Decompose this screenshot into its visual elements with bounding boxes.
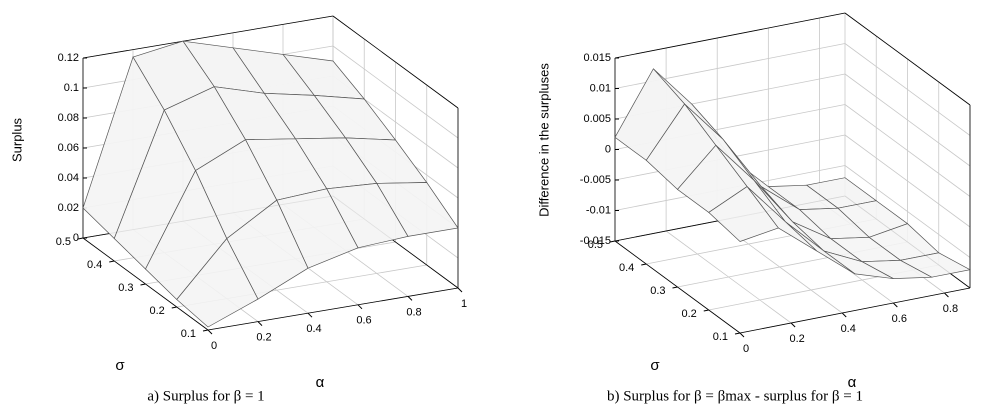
x-tick xyxy=(257,321,263,326)
grid-line xyxy=(844,165,971,258)
grid-line xyxy=(332,45,459,139)
x-axis-label: α xyxy=(848,374,857,391)
x-tick-label: 0.8 xyxy=(943,303,958,315)
z-tick-label: 0.01 xyxy=(590,82,611,94)
y-tick xyxy=(641,263,647,266)
y-tick xyxy=(703,309,709,312)
z-axis-label: Surplus xyxy=(9,117,24,162)
grid-line xyxy=(844,104,971,197)
surface-patch xyxy=(708,186,779,242)
x-tick xyxy=(357,304,363,310)
x-tick-label: 0.8 xyxy=(406,306,421,318)
x-tick-label: 1 xyxy=(461,298,467,310)
z-tick-label: 0.08 xyxy=(58,112,79,124)
grid-line xyxy=(844,134,971,228)
x-axis-label: α xyxy=(316,374,325,391)
y-tick-label: 0.4 xyxy=(619,262,634,274)
y-tick-label: 0.1 xyxy=(181,328,196,340)
axis-line xyxy=(739,287,971,334)
axis-line xyxy=(82,15,334,59)
y-tick-label: 0.3 xyxy=(118,282,133,294)
z-axis-label: Difference in the surpluses xyxy=(536,63,551,217)
y-tick xyxy=(202,329,209,332)
axis-line xyxy=(614,12,846,59)
x-tick-label: 0 xyxy=(211,340,217,352)
y-tick-label: 0.1 xyxy=(713,331,728,343)
z-tick-label: 0.12 xyxy=(58,52,79,64)
axis-line xyxy=(207,287,459,331)
x-tick xyxy=(457,287,463,293)
y-tick xyxy=(140,283,146,286)
y-axis-label: σ xyxy=(115,357,125,374)
x-tick-label: 0.6 xyxy=(892,313,907,325)
z-tick-label: 0 xyxy=(73,232,79,244)
x-tick-label: 0.2 xyxy=(789,333,804,345)
x-tick-label: 0.2 xyxy=(256,332,271,344)
x-tick xyxy=(307,312,313,318)
z-tick-label: 0.04 xyxy=(58,172,79,184)
y-axis-label: σ xyxy=(650,357,660,374)
x-tick xyxy=(944,292,949,298)
y-tick xyxy=(109,260,115,263)
x-tick xyxy=(739,332,745,338)
y-tick xyxy=(672,286,678,289)
y-tick-label: 0.5 xyxy=(56,236,71,248)
x-tick xyxy=(841,312,847,318)
grid-line xyxy=(844,43,971,136)
surface-patch xyxy=(176,237,259,328)
z-tick-label: -0.015 xyxy=(580,235,611,247)
y-tick-label: 0.3 xyxy=(650,285,665,297)
y-tick-label: 0.4 xyxy=(87,259,102,271)
x-tick xyxy=(892,302,898,308)
x-tick xyxy=(207,329,213,335)
caption: b) Surplus for β = βmax - surplus for β … xyxy=(607,388,863,404)
z-tick-label: 0 xyxy=(605,143,611,155)
y-tick-label: 0.2 xyxy=(149,305,164,317)
x-tick-label: 0.6 xyxy=(356,315,371,327)
z-tick-label: -0.01 xyxy=(586,204,611,216)
grid-line xyxy=(844,73,971,167)
y-tick xyxy=(734,332,741,335)
y-tick-label: 0.5 xyxy=(588,239,603,251)
y-tick-label: 0.2 xyxy=(681,308,696,320)
x-tick-label: 0 xyxy=(743,343,749,355)
axis-line xyxy=(332,15,459,109)
z-tick-label: 0.015 xyxy=(583,52,611,64)
caption: a) Surplus for β = 1 xyxy=(147,388,264,404)
x-tick-label: 0.4 xyxy=(306,323,321,335)
x-tick-label: 0.4 xyxy=(841,323,856,335)
x-tick xyxy=(790,322,796,328)
y-tick xyxy=(609,240,616,243)
z-tick-label: 0.06 xyxy=(58,142,79,154)
y-tick xyxy=(77,237,84,240)
z-tick-label: 0.02 xyxy=(58,202,79,214)
z-tick-label: 0.005 xyxy=(583,113,611,125)
z-tick-label: 0.1 xyxy=(64,82,79,94)
z-tick-label: -0.005 xyxy=(580,174,611,186)
y-tick xyxy=(171,306,177,309)
x-tick xyxy=(407,296,413,301)
axis-line xyxy=(844,12,971,106)
